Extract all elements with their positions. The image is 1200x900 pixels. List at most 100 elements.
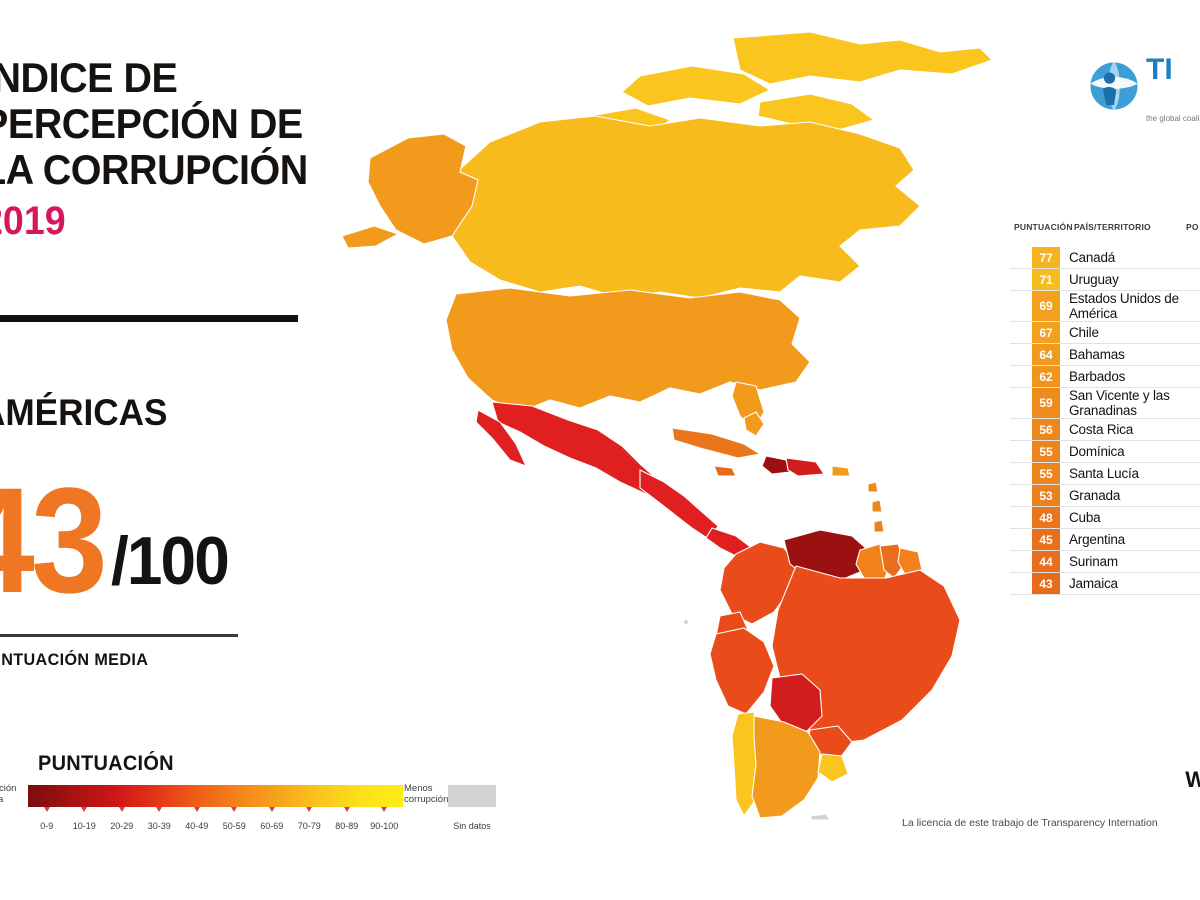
map-region-dominican-republic [785, 457, 825, 477]
logo-wordmark: TI [1146, 53, 1173, 86]
row-score-chip: 43 [1032, 573, 1060, 594]
table-row[interactable]: 45 Argentina [1010, 529, 1200, 551]
row-score-chip: 59 [1032, 388, 1060, 418]
row-country-name: Santa Lucía [1069, 466, 1139, 481]
map-region-arctic [732, 31, 994, 85]
title-year: 2019 [0, 199, 66, 243]
table-row[interactable]: 59 San Vicente y las Granadinas [1010, 388, 1200, 419]
legend-tick-mark [156, 807, 163, 812]
table-row[interactable]: 69 Estados Unidos de América [1010, 291, 1200, 322]
table-body: 77 Canadá 71 Uruguay 69 Estados Unidos de Amé… [1010, 247, 1200, 595]
table-row[interactable]: 44 Surinam [1010, 551, 1200, 573]
title-line-3: LA CORRUPCIÓN [0, 146, 308, 193]
legend-tick-label: 80-89 [335, 821, 359, 831]
row-country-name: Uruguay [1069, 272, 1119, 287]
score-value: 43 [0, 456, 108, 624]
table-row[interactable]: 64 Bahamas [1010, 344, 1200, 366]
score-denominator: /100 [110, 523, 230, 599]
title-line-1: ÍNDICE DE [0, 54, 178, 101]
legend-tick-label: 40-49 [185, 821, 209, 831]
row-country-name: Costa Rica [1069, 422, 1134, 437]
row-country-name: Jamaica [1069, 576, 1118, 591]
map-region-falklands [809, 813, 831, 820]
map-region-aleutians [341, 225, 400, 249]
score-divider [0, 634, 238, 637]
map-region-baja [475, 409, 528, 467]
row-score-chip: 64 [1032, 344, 1060, 365]
row-country-name: Barbados [1069, 369, 1126, 384]
table-row[interactable]: 48 Cuba [1010, 507, 1200, 529]
row-score-chip: 77 [1032, 247, 1060, 268]
legend-tick-label: 90-100 [370, 821, 399, 831]
row-score-chip: 44 [1032, 551, 1060, 572]
legend-ticks [28, 807, 403, 817]
row-country-name: Chile [1069, 325, 1099, 340]
row-country-name: Argentina [1069, 532, 1125, 547]
legend-tick-label: 10-19 [72, 821, 96, 831]
score-caption: PUNTUACIÓN MEDIA [0, 650, 149, 669]
map-region-bolivia [769, 673, 823, 733]
map-region-cuba [671, 427, 762, 459]
americas-choropleth-map [340, 30, 1000, 820]
map-region-arctic-2 [621, 65, 772, 107]
row-country-name: San Vicente y las Granadinas [1069, 388, 1170, 418]
map-region-lesser-antilles-2 [871, 499, 883, 513]
transparency-international-globe-icon [1088, 60, 1140, 112]
map-region-alaska [367, 133, 479, 245]
table-row[interactable]: 71 Uruguay [1010, 269, 1200, 291]
map-region-mexico [491, 401, 659, 495]
table-row[interactable]: 77 Canadá [1010, 247, 1200, 269]
region-title: AMÉRICAS [0, 392, 168, 433]
legend-nodata-label: Sin datos [453, 821, 491, 831]
legend-tick-label: 60-69 [260, 821, 284, 831]
row-score-chip: 53 [1032, 485, 1060, 506]
legend-tick-label: 20-29 [110, 821, 134, 831]
map-region-arctic-3 [757, 93, 876, 131]
left-panel: ÍNDICE DE PERCEPCIÓN DE LA CORRUPCIÓN 20… [0, 0, 496, 900]
table-row[interactable]: 55 Santa Lucía [1010, 463, 1200, 485]
legend-gradient-bar [28, 785, 403, 807]
legend-tick-mark [231, 807, 238, 812]
legend-tick-mark [268, 807, 275, 812]
row-score-chip: 67 [1032, 322, 1060, 343]
column-header-country: PAÍS/TERRITORIO [1074, 222, 1151, 232]
table-row[interactable]: 53 Granada [1010, 485, 1200, 507]
row-score-chip: 55 [1032, 463, 1060, 484]
map-region-united-states [445, 287, 811, 413]
map-region-canada [447, 115, 921, 299]
legend-tick-mark [381, 807, 388, 812]
map-region-peru [709, 627, 775, 715]
legend-tick-mark [193, 807, 200, 812]
row-country-name: Bahamas [1069, 347, 1125, 362]
row-country-name: Domínica [1069, 444, 1125, 459]
legend-left-label: Corrupción elevada [0, 783, 17, 805]
map-region-puerto-rico [831, 465, 851, 477]
column-header-score: PUNTUACIÓN [1014, 222, 1073, 232]
map-region-bahamas [743, 411, 765, 437]
legend-tick-label: 50-59 [222, 821, 246, 831]
legend-right-label: Menos corrupción [404, 783, 449, 805]
average-score: 43 /100 [0, 456, 235, 624]
table-row[interactable]: 62 Barbados [1010, 366, 1200, 388]
legend-tick-mark [81, 807, 88, 812]
legend-tick-mark [118, 807, 125, 812]
legend-tick-label: 0-9 [40, 821, 54, 831]
row-country-name: Canadá [1069, 250, 1116, 265]
legend-tick-label: 70-79 [297, 821, 321, 831]
table-row[interactable]: 56 Costa Rica [1010, 419, 1200, 441]
row-score-chip: 56 [1032, 419, 1060, 440]
map-region-argentina [751, 715, 821, 819]
legend-nodata-swatch [448, 785, 496, 807]
map-region-lesser-antilles-3 [873, 519, 885, 533]
footer-license-text: La licencia de este trabajo de Transpare… [902, 817, 1158, 829]
map-region-central-america [639, 469, 719, 541]
table-header-row: PUNTUACIÓN PAÍS/TERRITORIO PO [1010, 222, 1200, 242]
footer-w-mark: W [1185, 767, 1200, 792]
table-row[interactable]: 43 Jamaica [1010, 573, 1200, 595]
transparency-international-logo: TI the global coalition against corrupti… [1086, 52, 1200, 138]
row-score-chip: 48 [1032, 507, 1060, 528]
table-row[interactable]: 67 Chile [1010, 322, 1200, 344]
table-row[interactable]: 55 Domínica [1010, 441, 1200, 463]
map-region-colombia [719, 541, 799, 625]
